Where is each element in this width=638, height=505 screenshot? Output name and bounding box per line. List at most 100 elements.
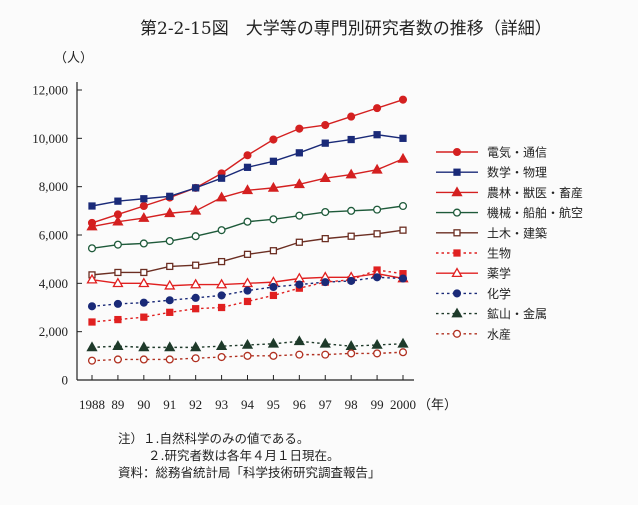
legend-item: 化学 xyxy=(436,286,511,301)
data-point xyxy=(293,335,305,346)
data-point xyxy=(243,151,252,160)
data-point xyxy=(243,217,252,226)
data-point xyxy=(86,220,98,231)
data-point xyxy=(139,201,148,211)
note-2: ２.研究者数は各年４月１日現在。 xyxy=(148,448,340,463)
data-point xyxy=(138,212,150,222)
data-point xyxy=(165,296,174,305)
y-tick-label: 8,000 xyxy=(39,179,68,194)
data-point xyxy=(192,305,200,313)
data-point xyxy=(190,341,202,352)
data-point xyxy=(140,195,148,203)
data-point xyxy=(397,152,409,163)
data-point xyxy=(114,197,122,205)
y-unit-label: （人） xyxy=(54,51,93,66)
x-tick-label: 97 xyxy=(319,397,333,412)
data-point xyxy=(138,277,150,288)
data-point xyxy=(243,250,252,258)
data-point xyxy=(217,291,226,300)
data-point xyxy=(347,206,356,215)
axes: （人） （年） xyxy=(54,51,457,413)
x-tick-label: 93 xyxy=(215,397,228,412)
data-point xyxy=(86,273,98,284)
data-point xyxy=(321,120,330,130)
data-point xyxy=(217,226,226,235)
y-tick-label: 6,000 xyxy=(39,228,68,243)
data-point xyxy=(452,208,462,217)
data-point xyxy=(243,351,252,360)
data-point xyxy=(398,274,408,283)
data-point xyxy=(321,139,329,147)
data-point xyxy=(347,232,355,240)
data-point xyxy=(295,124,304,133)
data-point xyxy=(113,299,122,308)
data-point xyxy=(192,184,200,192)
data-point xyxy=(269,247,278,255)
data-point xyxy=(373,131,381,139)
data-point xyxy=(295,238,303,246)
data-point xyxy=(373,349,382,358)
data-point xyxy=(269,215,278,224)
data-point xyxy=(112,340,124,350)
legend-label: 農林・獣医・畜産 xyxy=(487,185,583,200)
legend-item: 土木・建築 xyxy=(436,225,547,240)
data-point xyxy=(215,278,228,289)
data-point xyxy=(241,277,254,288)
data-point xyxy=(397,337,409,348)
data-point xyxy=(347,135,355,144)
data-point xyxy=(452,329,462,338)
data-point xyxy=(347,276,356,285)
data-point xyxy=(269,135,278,144)
data-point xyxy=(139,239,148,248)
data-point xyxy=(452,147,462,157)
data-point xyxy=(113,240,122,249)
legend-item: 薬学 xyxy=(436,266,511,281)
x-tick-label: 95 xyxy=(267,397,280,412)
data-point xyxy=(321,350,330,359)
data-point xyxy=(192,261,200,269)
series-group xyxy=(87,348,408,365)
data-point xyxy=(319,172,331,183)
data-point xyxy=(321,234,329,243)
data-point xyxy=(164,341,176,352)
data-point xyxy=(399,134,407,142)
data-point xyxy=(165,355,174,364)
data-point xyxy=(269,351,278,360)
data-point xyxy=(347,349,356,358)
data-point xyxy=(295,280,304,289)
data-point xyxy=(88,318,96,326)
y-tick-label: 10,000 xyxy=(32,131,68,146)
data-point xyxy=(321,278,330,287)
legend-item: 電気・通信 xyxy=(436,145,547,160)
data-point xyxy=(166,308,174,316)
x-unit-label: （年） xyxy=(418,398,457,413)
series-group xyxy=(86,267,409,290)
x-tick-label: 1988 xyxy=(79,397,105,412)
data-point xyxy=(113,355,122,364)
data-point xyxy=(243,286,252,295)
data-point xyxy=(217,257,226,266)
data-point xyxy=(217,174,226,182)
data-point xyxy=(321,207,330,217)
source-note: 資料：総務省統計局「科学技術研究調査報告」 xyxy=(118,465,381,480)
y-tick-label: 12,000 xyxy=(32,83,68,98)
legend-item: 水産 xyxy=(436,326,511,341)
data-point xyxy=(347,112,356,121)
data-point xyxy=(88,202,96,210)
data-point xyxy=(453,229,461,237)
data-point xyxy=(241,338,254,349)
data-point xyxy=(453,168,461,176)
legend-item: 鉱山・金属 xyxy=(436,306,547,321)
series-group xyxy=(87,95,408,227)
series-group xyxy=(88,131,407,210)
x-ticks: 1988 89 90 91 92 93 94 95 96 97 98 99 2000 xyxy=(79,375,416,412)
data-point xyxy=(267,181,280,192)
note-1: 注）１.自然科学のみの値である。 xyxy=(118,431,310,446)
series-group xyxy=(87,273,408,311)
data-point xyxy=(269,282,278,292)
data-point xyxy=(373,230,381,238)
data-point xyxy=(371,338,383,349)
legend: 電気・通信数学・物理農林・獣医・畜産機械・船舶・航空土木・建築生物薬学化学鉱山・… xyxy=(436,145,583,341)
y-ticks: 0 2,000 4,000 6,000 8,000 10,000 12,000 xyxy=(32,83,82,388)
